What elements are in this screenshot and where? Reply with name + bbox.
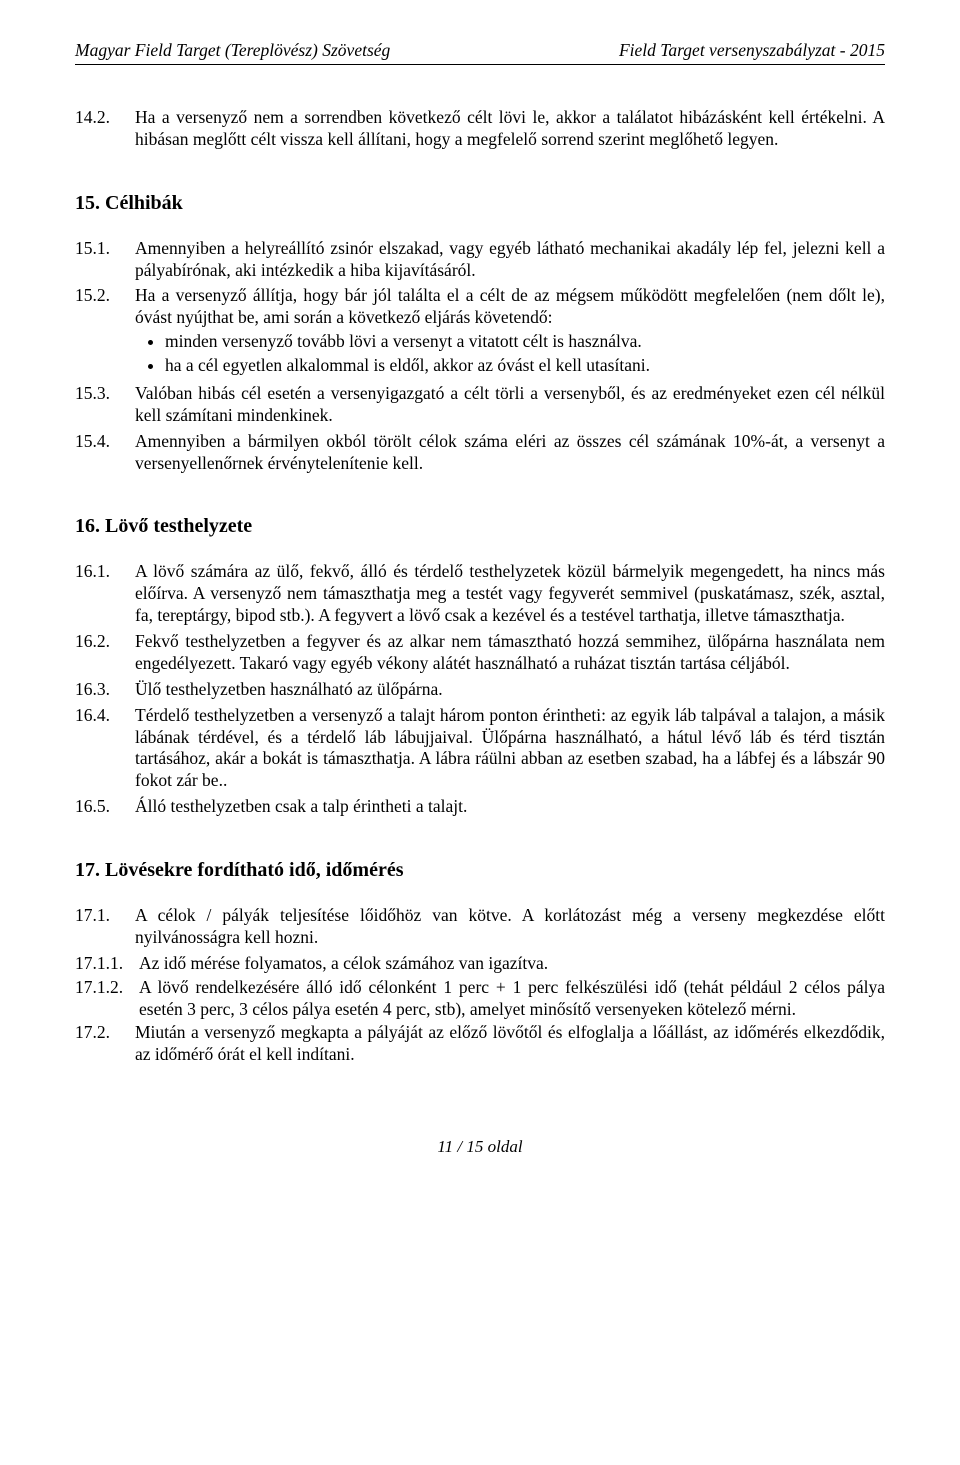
item-number: 16.5. <box>75 796 135 818</box>
item-15-2: 15.2. Ha a versenyző állítja, hogy bár j… <box>75 285 885 379</box>
item-number: 15.1. <box>75 238 135 260</box>
item-text: A lövő rendelkezésére álló idő célonként… <box>139 977 885 1021</box>
item-text: Térdelő testhelyzetben a versenyző a tal… <box>135 705 885 793</box>
item-17-1-1: 17.1.1. Az idő mérése folyamatos, a célo… <box>75 953 885 975</box>
section-17-title: 17. Lövésekre fordítható idő, időmérés <box>75 858 885 883</box>
item-number: 17.2. <box>75 1022 135 1044</box>
item-text: Valóban hibás cél esetén a versenyigazga… <box>135 383 885 427</box>
item-number: 14.2. <box>75 107 135 129</box>
item-15-1: 15.1. Amennyiben a helyreállító zsinór e… <box>75 238 885 282</box>
item-16-1: 16.1. A lövő számára az ülő, fekvő, álló… <box>75 561 885 627</box>
item-number: 15.3. <box>75 383 135 405</box>
item-15-3: 15.3. Valóban hibás cél esetén a verseny… <box>75 383 885 427</box>
item-16-4: 16.4. Térdelő testhelyzetben a versenyző… <box>75 705 885 793</box>
item-text: Amennyiben a bármilyen okból törölt célo… <box>135 431 885 475</box>
item-16-2: 16.2. Fekvő testhelyzetben a fegyver és … <box>75 631 885 675</box>
item-number: 17.1.1. <box>75 953 139 975</box>
item-text: Ülő testhelyzetben használható az ülőpár… <box>135 679 885 701</box>
item-17-1: 17.1. A célok / pályák teljesítése lőidő… <box>75 905 885 949</box>
item-14-2: 14.2. Ha a versenyző nem a sorrendben kö… <box>75 107 885 151</box>
item-17-1-2: 17.1.2. A lövő rendelkezésére álló idő c… <box>75 977 885 1021</box>
item-15-4: 15.4. Amennyiben a bármilyen okból töröl… <box>75 431 885 475</box>
item-number: 17.1. <box>75 905 135 927</box>
bullet-item: minden versenyző tovább lövi a versenyt … <box>165 331 885 353</box>
item-text: Az idő mérése folyamatos, a célok számáh… <box>139 953 885 975</box>
section-15-title: 15. Célhibák <box>75 191 885 216</box>
item-text: Fekvő testhelyzetben a fegyver és az alk… <box>135 631 885 675</box>
item-text: Ha a versenyző állítja, hogy bár jól tal… <box>135 285 885 379</box>
item-16-3: 16.3. Ülő testhelyzetben használható az … <box>75 679 885 701</box>
item-number: 15.4. <box>75 431 135 453</box>
item-text: Álló testhelyzetben csak a talp érinthet… <box>135 796 885 818</box>
item-text: Miután a versenyző megkapta a pályáját a… <box>135 1022 885 1066</box>
item-text: A lövő számára az ülő, fekvő, álló és té… <box>135 561 885 627</box>
item-text: Ha a versenyző nem a sorrendben következ… <box>135 107 885 151</box>
item-number: 16.4. <box>75 705 135 727</box>
header-left: Magyar Field Target (Tereplövész) Szövet… <box>75 40 390 62</box>
item-number: 16.1. <box>75 561 135 583</box>
bullet-item: ha a cél egyetlen alkalommal is eldől, a… <box>165 355 885 377</box>
item-number: 17.1.2. <box>75 977 139 999</box>
item-number: 16.3. <box>75 679 135 701</box>
item-text: Amennyiben a helyreállító zsinór elszaka… <box>135 238 885 282</box>
item-16-5: 16.5. Álló testhelyzetben csak a talp ér… <box>75 796 885 818</box>
item-text: A célok / pályák teljesítése lőidőhöz va… <box>135 905 885 949</box>
item-number: 16.2. <box>75 631 135 653</box>
item-15-2-bullets: minden versenyző tovább lövi a versenyt … <box>135 331 885 377</box>
item-number: 15.2. <box>75 285 135 307</box>
item-17-2: 17.2. Miután a versenyző megkapta a pály… <box>75 1022 885 1066</box>
item-15-2-lead: Ha a versenyző állítja, hogy bár jól tal… <box>135 285 885 327</box>
page-header: Magyar Field Target (Tereplövész) Szövet… <box>75 40 885 65</box>
header-right: Field Target versenyszabályzat - 2015 <box>619 40 885 62</box>
section-16-title: 16. Lövő testhelyzete <box>75 514 885 539</box>
page-footer: 11 / 15 oldal <box>75 1136 885 1157</box>
